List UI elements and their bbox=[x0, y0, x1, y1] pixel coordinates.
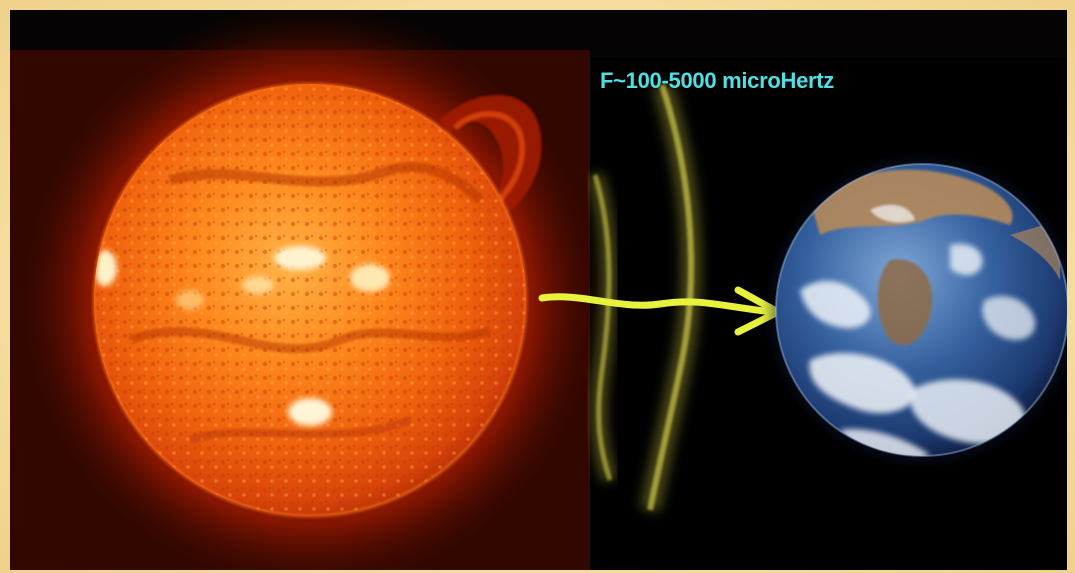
sun-image bbox=[10, 10, 610, 570]
wave-fronts bbox=[587, 81, 702, 512]
illustration bbox=[10, 10, 1067, 570]
earth-image bbox=[770, 158, 1067, 462]
slide-canvas: F~100-5000 microHertz bbox=[10, 10, 1067, 570]
frequency-caption: F~100-5000 microHertz bbox=[600, 68, 834, 93]
